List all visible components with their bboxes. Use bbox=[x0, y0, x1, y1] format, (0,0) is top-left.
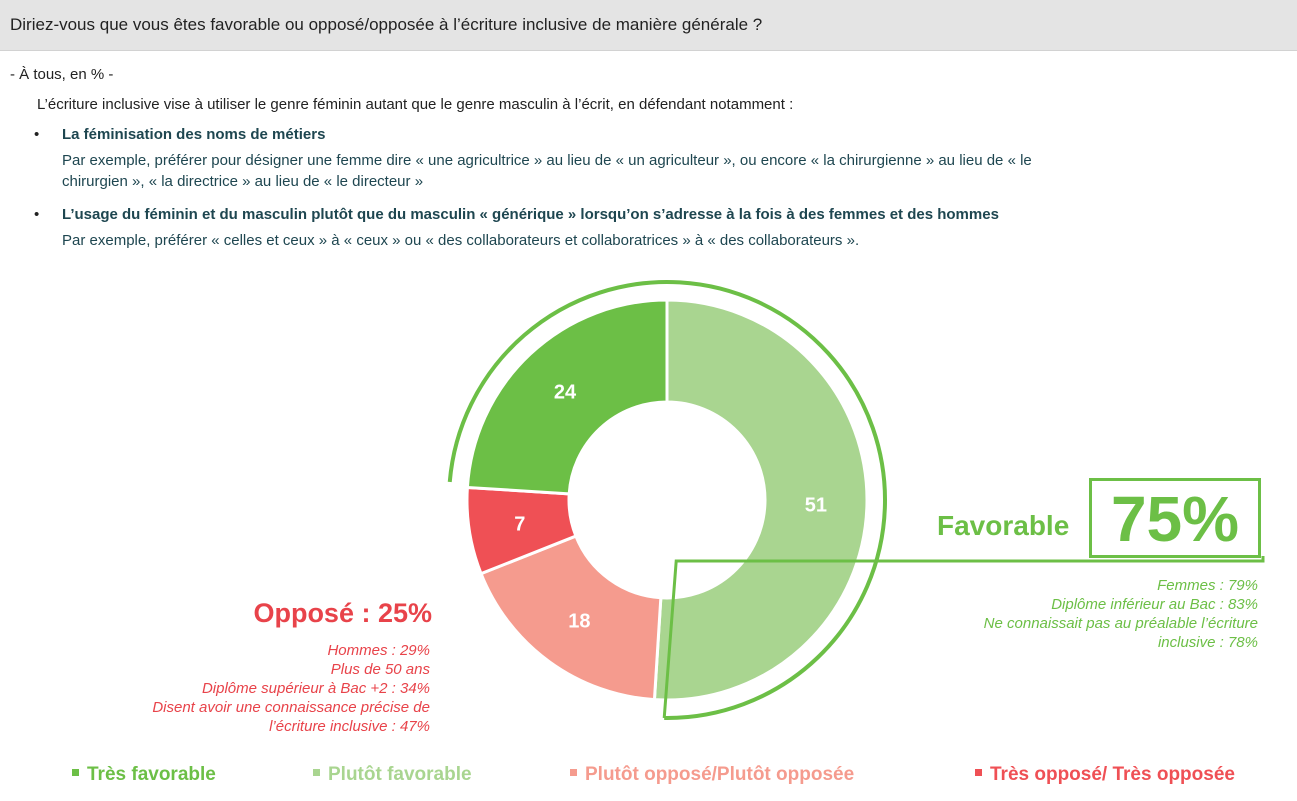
bullet-text: Par exemple, préférer pour désigner une … bbox=[62, 150, 1272, 192]
legend-item-plutot-oppose: Plutôt opposé/Plutôt opposée bbox=[570, 764, 854, 786]
legend-swatch bbox=[72, 769, 79, 776]
bullet-text: Par exemple, préférer « celles et ceux »… bbox=[62, 230, 1272, 251]
oppose-title: Opposé : 25% bbox=[253, 598, 432, 628]
bullet-title: La féminisation des noms de métiers bbox=[62, 126, 326, 143]
oppose-note: Disent avoir une connaissance précise de bbox=[152, 699, 430, 716]
bullet-text-line: Par exemple, préférer pour désigner une … bbox=[62, 152, 1032, 169]
bullet-title: L’usage du féminin et du masculin plutôt… bbox=[62, 206, 999, 223]
favorable-box: 75% bbox=[1089, 478, 1261, 558]
legend-label: Plutôt favorable bbox=[328, 764, 472, 785]
legend-item-plutot-favorable: Plutôt favorable bbox=[313, 764, 472, 786]
favorable-note: inclusive : 78% bbox=[1157, 634, 1258, 651]
favorable-value: 75% bbox=[1110, 483, 1240, 555]
oppose-note: l’écriture inclusive : 47% bbox=[269, 718, 430, 735]
legend-item-tres-oppose: Très opposé/ Très opposée bbox=[975, 764, 1235, 786]
slice-value-label: 51 bbox=[805, 495, 827, 517]
favorable-note: Ne connaissait pas au préalable l’écritu… bbox=[983, 615, 1258, 632]
favorable-leader-line bbox=[662, 556, 1265, 719]
question-header: Diriez-vous que vous êtes favorable ou o… bbox=[0, 0, 1297, 51]
bullet-icon: • bbox=[34, 126, 40, 143]
bullet-icon: • bbox=[34, 206, 40, 223]
bullet-text-line: chirurgien », « la directrice » au lieu … bbox=[62, 173, 424, 190]
slice-value-label: 18 bbox=[568, 611, 590, 633]
favorable-note: Femmes : 79% bbox=[1157, 577, 1258, 594]
legend-swatch bbox=[975, 769, 982, 776]
slice-tres-favorable bbox=[465, 298, 669, 496]
oppose-note: Plus de 50 ans bbox=[330, 661, 430, 678]
legend-swatch bbox=[570, 769, 577, 776]
oppose-note: Hommes : 29% bbox=[327, 642, 430, 659]
favorable-note: Diplôme inférieur au Bac : 83% bbox=[1051, 596, 1258, 613]
slice-plutot-oppose bbox=[479, 534, 663, 702]
intro-text: L’écriture inclusive vise à utiliser le … bbox=[37, 96, 794, 113]
oppose-note: Diplôme supérieur à Bac +2 : 34% bbox=[201, 680, 430, 697]
favorable-notes: Femmes : 79% Diplôme inférieur au Bac : … bbox=[928, 576, 1258, 652]
legend-swatch bbox=[313, 769, 320, 776]
legend-label: Très favorable bbox=[87, 764, 216, 785]
legend-label: Très opposé/ Très opposée bbox=[990, 764, 1235, 785]
favorable-label: Favorable bbox=[937, 510, 1070, 541]
slice-value-label: 24 bbox=[554, 381, 577, 403]
oppose-notes: Hommes : 29% Plus de 50 ans Diplôme supé… bbox=[110, 641, 430, 736]
legend-label: Plutôt opposé/Plutôt opposée bbox=[585, 764, 855, 785]
base-text: - À tous, en % - bbox=[10, 66, 114, 83]
legend-item-tres-favorable: Très favorable bbox=[72, 764, 216, 786]
bullet-text-line: Par exemple, préférer « celles et ceux »… bbox=[62, 232, 860, 249]
slice-plutot-favorable bbox=[652, 298, 869, 702]
question-text: Diriez-vous que vous êtes favorable ou o… bbox=[10, 15, 763, 34]
slice-value-label: 7 bbox=[514, 513, 525, 535]
favorable-arc bbox=[447, 280, 887, 720]
